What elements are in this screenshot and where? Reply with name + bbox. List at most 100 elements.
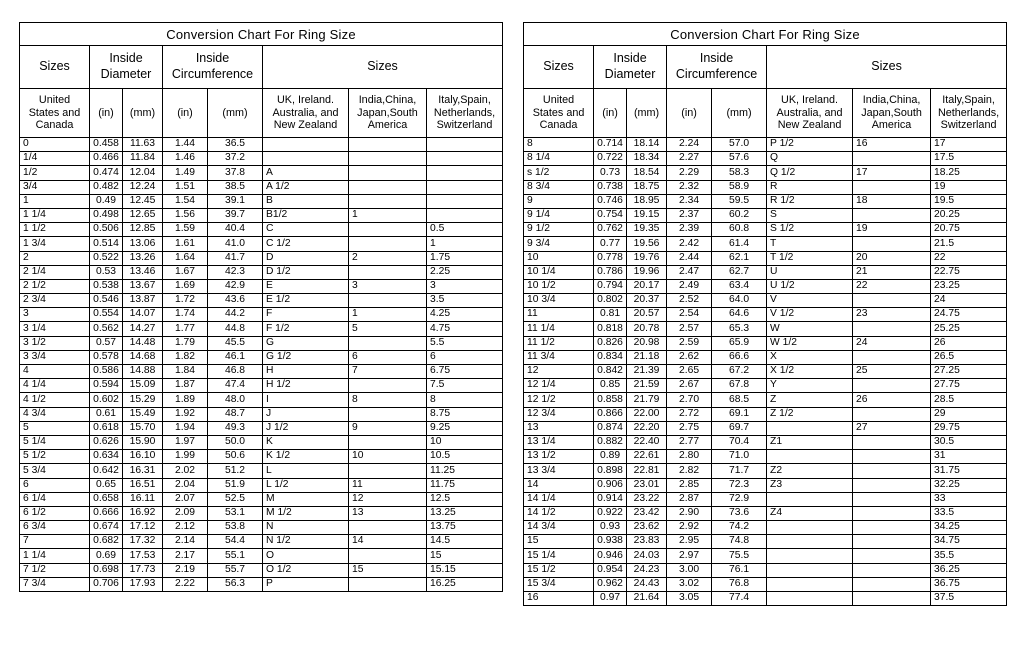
table-cell: 51.9 <box>207 477 263 493</box>
table-cell: 8.75 <box>425 406 504 422</box>
table-cell: 13 <box>523 420 595 436</box>
table-cell: 28.5 <box>930 392 1008 408</box>
table-row: 15 1/4 0.946 24.03 2.97 75.5 35.5 <box>523 548 1008 564</box>
table-cell: O 1/2 <box>262 562 349 578</box>
table-row: 12 0.842 21.39 2.65 67.2 X 1/2 25 27.25 <box>523 363 1008 380</box>
table-cell: 1.79 <box>162 335 208 351</box>
table-cell: Z2 <box>766 463 854 479</box>
table-cell <box>852 491 932 507</box>
table-cell: 19 <box>930 179 1008 195</box>
sizes-right-group-header: Sizes <box>261 45 504 89</box>
table-cell: 2.72 <box>666 406 713 422</box>
table-cell: 1.89 <box>162 392 208 408</box>
table-row: 2 3/4 0.546 13.87 1.72 43.6 E 1/2 3.5 <box>19 293 504 309</box>
table-cell: 15 <box>425 548 504 564</box>
table-cell: 0.53 <box>89 264 123 280</box>
table-cell: 1 <box>425 236 504 252</box>
table-cell: 13.67 <box>122 278 163 295</box>
table-cell <box>852 378 932 394</box>
table-cell: 0.914 <box>593 491 628 507</box>
table-row: 1/2 0.474 12.04 1.49 37.8 A <box>19 165 504 181</box>
conversion-chart-page: Conversion Chart For Ring Size Sizes Ins… <box>18 22 1008 607</box>
table-cell: 18.95 <box>626 193 668 209</box>
group-header-row: Sizes Inside Diameter Inside Circumferen… <box>523 45 1008 89</box>
table-cell: 35.5 <box>930 548 1008 564</box>
table-cell: 62.1 <box>711 250 768 266</box>
table-cell: 0.626 <box>89 434 123 451</box>
table-cell <box>348 222 427 238</box>
table-cell: 2.95 <box>666 534 713 550</box>
table-row: 6 3/4 0.674 17.12 2.12 53.8 N 13.75 <box>19 520 504 536</box>
table-cell: 0.482 <box>89 179 123 195</box>
table-cell: 8 <box>425 392 504 408</box>
table-cell: 2.65 <box>666 363 713 380</box>
table-cell: 2.80 <box>666 449 713 465</box>
table-cell: G 1/2 <box>262 349 349 366</box>
table-cell: 27 <box>852 420 932 436</box>
table-cell: 70.4 <box>711 434 768 451</box>
table-cell: 0.682 <box>89 534 123 550</box>
table-cell: 0.922 <box>593 505 628 522</box>
table-cell: K <box>262 434 349 451</box>
table-cell: 10 <box>523 250 595 266</box>
table-cell <box>348 293 427 309</box>
table-cell: 42.9 <box>207 278 263 295</box>
table-cell <box>766 590 854 607</box>
table-cell: 0.954 <box>593 562 628 578</box>
table-cell: Q 1/2 <box>766 165 854 181</box>
diameter-in-column-header: (in) <box>593 88 628 138</box>
table-cell <box>852 477 932 493</box>
table-row: 14 3/4 0.93 23.62 2.92 74.2 34.25 <box>523 520 1008 536</box>
table-cell: 1 1/4 <box>19 207 90 224</box>
table-cell: 0.962 <box>593 576 628 593</box>
table-cell: W 1/2 <box>766 335 854 351</box>
table-cell: 20.37 <box>626 293 668 309</box>
table-cell: 75.5 <box>711 548 768 564</box>
india-column-header: India,China, Japan,South America <box>348 88 427 138</box>
table-cell: 3.05 <box>666 590 713 607</box>
table-cell: 45.5 <box>207 335 263 351</box>
table-cell <box>348 236 427 252</box>
table-cell: 0.946 <box>593 548 628 564</box>
table-cell: M 1/2 <box>262 505 349 522</box>
table-cell: 22.75 <box>930 264 1008 280</box>
table-row: 8 0.714 18.14 2.24 57.0 P 1/2 16 17 <box>523 136 1008 153</box>
table-cell: 7.5 <box>425 378 504 394</box>
table-cell: 11 1/4 <box>523 321 595 337</box>
table-cell: 0.754 <box>593 207 628 224</box>
table-cell: 2.82 <box>666 463 713 479</box>
table-cell <box>766 548 854 564</box>
table-cell: 71.0 <box>711 449 768 465</box>
table-cell: 36.75 <box>930 576 1008 593</box>
table-cell: 8 1/4 <box>523 151 595 167</box>
table-row: 11 3/4 0.834 21.18 2.62 66.6 X 26.5 <box>523 349 1008 366</box>
table-cell: 4 <box>19 363 90 380</box>
table-cell <box>852 293 932 309</box>
table-cell: 24 <box>852 335 932 351</box>
table-title-row: Conversion Chart For Ring Size <box>523 22 1008 46</box>
table-cell: 37.8 <box>207 165 263 181</box>
table-row: 10 3/4 0.802 20.37 2.52 64.0 V 24 <box>523 293 1008 309</box>
table-cell: 26.5 <box>930 349 1008 366</box>
us-canada-column-header: United States and Canada <box>523 88 595 138</box>
table-cell: 2 3/4 <box>19 293 90 309</box>
table-cell: 8 <box>523 136 595 153</box>
table-row: 11 1/2 0.826 20.98 2.59 65.9 W 1/2 24 26 <box>523 335 1008 351</box>
table-cell: 0.818 <box>593 321 628 337</box>
table-cell: Z4 <box>766 505 854 522</box>
table-cell: 26 <box>930 335 1008 351</box>
table-cell <box>852 548 932 564</box>
table-cell: 12 <box>523 363 595 380</box>
table-cell <box>766 562 854 578</box>
table-cell: 2.57 <box>666 321 713 337</box>
table-cell: 4.25 <box>425 307 504 323</box>
table-cell: 58.9 <box>711 179 768 195</box>
table-cell: 0.498 <box>89 207 123 224</box>
table-cell: 65.9 <box>711 335 768 351</box>
table-row: 7 1/2 0.698 17.73 2.19 55.7 O 1/2 15 15.15 <box>19 562 504 578</box>
table-cell: 0.61 <box>89 406 123 422</box>
table-cell: 0.506 <box>89 222 123 238</box>
table-cell: 0.858 <box>593 392 628 408</box>
table-cell: Z3 <box>766 477 854 493</box>
table-cell <box>348 151 427 167</box>
